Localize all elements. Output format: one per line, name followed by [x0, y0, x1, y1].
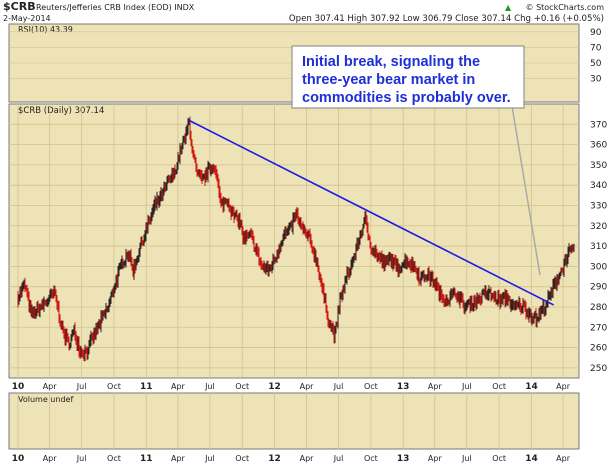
- y-tick-label: 300: [590, 262, 607, 272]
- y-tick-label: 310: [590, 242, 607, 252]
- y-tick-label: 320: [590, 222, 607, 232]
- x-tick-label: 14: [525, 454, 538, 464]
- x-tick-label: Jul: [204, 454, 215, 463]
- x-tick-label: Jul: [76, 454, 87, 463]
- y-tick-label: 270: [590, 323, 607, 333]
- x-tick-label: Apr: [300, 454, 315, 463]
- x-tick-label: Apr: [171, 454, 186, 463]
- x-tick-label: 12: [268, 382, 281, 392]
- x-tick-label: 13: [397, 454, 410, 464]
- up-arrow-icon: ▲: [505, 3, 512, 12]
- x-tick-label: Apr: [171, 382, 186, 391]
- rsi-tick-label: 50: [590, 59, 602, 69]
- x-tick-label: Apr: [556, 454, 571, 463]
- x-tick-label: 13: [397, 382, 410, 392]
- price-panel: [8, 103, 580, 379]
- y-tick-label: 280: [590, 303, 607, 313]
- x-tick-label: Apr: [43, 454, 58, 463]
- x-tick-label: Apr: [428, 454, 443, 463]
- y-tick-label: 250: [590, 364, 607, 374]
- watermark: © StockCharts.com: [526, 3, 605, 12]
- x-tick-label: Oct: [492, 382, 506, 391]
- x-tick-label: Jul: [333, 382, 344, 391]
- x-tick-label: Oct: [235, 454, 249, 463]
- y-tick-label: 350: [590, 161, 607, 171]
- annotation-box: [291, 45, 525, 109]
- callout-pointer: [511, 105, 541, 276]
- x-tick-label: 10: [12, 382, 25, 392]
- x-tick-label: Jul: [333, 454, 344, 463]
- x-tick-label: Jul: [461, 382, 472, 391]
- x-tick-label: Oct: [107, 454, 121, 463]
- rsi-tick-label: 90: [590, 28, 602, 38]
- quote-line: Open 307.41 High 307.92 Low 306.79 Close…: [289, 14, 604, 24]
- annotation-line-3: commodities is probably over.: [302, 90, 511, 106]
- chart-name: Reuters/Jefferies CRB Index (EOD) INDX: [36, 3, 195, 12]
- annotation-line-2: three-year bear market in: [302, 72, 475, 88]
- x-tick-label: 10: [12, 454, 25, 464]
- rsi-tick-label: 30: [590, 75, 602, 85]
- x-tick-label: Oct: [364, 382, 378, 391]
- y-tick-label: 360: [590, 141, 607, 151]
- y-tick-label: 290: [590, 283, 607, 293]
- x-tick-label: Oct: [235, 382, 249, 391]
- trend-line: [188, 119, 554, 306]
- chart-date: 2-May-2014: [3, 14, 51, 23]
- chart-symbol: $CRB: [3, 0, 36, 13]
- y-tick-label: 260: [590, 344, 607, 354]
- x-tick-label: 12: [268, 454, 281, 464]
- x-tick-label: Apr: [43, 382, 58, 391]
- x-tick-label: 11: [140, 382, 153, 392]
- volume-label: Volume undef: [18, 395, 73, 404]
- x-tick-label: Jul: [204, 382, 215, 391]
- x-tick-label: Jul: [461, 454, 472, 463]
- rsi-label: RSI(10) 43.39: [18, 25, 73, 34]
- y-tick-label: 340: [590, 181, 607, 191]
- volume-panel: [8, 392, 580, 450]
- x-tick-label: Apr: [556, 382, 571, 391]
- y-tick-label: 370: [590, 120, 607, 130]
- annotation-line-1: Initial break, signaling the: [302, 54, 480, 70]
- x-tick-label: Jul: [76, 382, 87, 391]
- x-tick-label: Oct: [107, 382, 121, 391]
- x-tick-label: 11: [140, 454, 153, 464]
- price-legend: $CRB (Daily) 307.14: [18, 106, 104, 116]
- rsi-tick-label: 70: [590, 43, 602, 53]
- x-tick-label: Apr: [428, 382, 443, 391]
- x-tick-label: 14: [525, 382, 538, 392]
- x-tick-label: Apr: [300, 382, 315, 391]
- x-tick-label: Oct: [492, 454, 506, 463]
- y-tick-label: 330: [590, 201, 607, 211]
- x-tick-label: Oct: [364, 454, 378, 463]
